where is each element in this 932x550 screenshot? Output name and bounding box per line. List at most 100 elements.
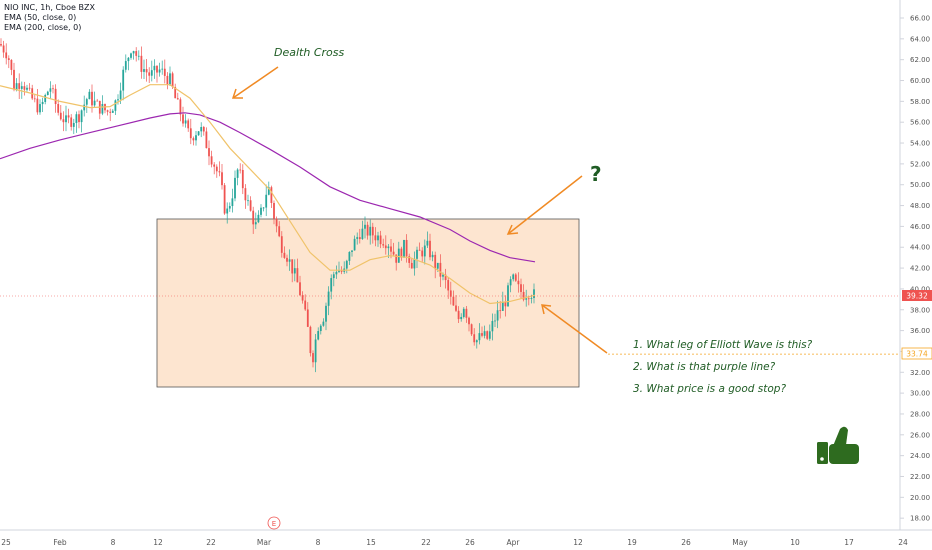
candle xyxy=(104,103,106,114)
y-tick-label: 56.00 xyxy=(910,119,930,127)
candle xyxy=(13,62,15,92)
candle xyxy=(163,59,166,84)
candle xyxy=(59,105,62,121)
candle xyxy=(249,196,252,212)
level-label: 33.74 xyxy=(906,350,928,359)
current-price-tag xyxy=(902,290,932,301)
candle xyxy=(85,97,88,113)
candle xyxy=(306,302,309,328)
death-cross-note: Dealth Cross xyxy=(274,46,344,59)
candle xyxy=(280,231,283,258)
candle xyxy=(416,246,418,269)
y-tick-label: 38.00 xyxy=(910,306,930,314)
candle xyxy=(140,46,143,79)
candle xyxy=(114,99,117,116)
candle xyxy=(75,111,78,133)
candle xyxy=(319,324,322,335)
candle xyxy=(200,122,203,138)
candle xyxy=(361,220,364,240)
candle xyxy=(397,241,400,263)
candle xyxy=(150,60,153,82)
candle xyxy=(473,328,476,346)
x-tick-label: 26 xyxy=(465,538,475,547)
candle xyxy=(455,295,457,312)
y-tick-label: 24.00 xyxy=(910,452,930,460)
candle xyxy=(26,84,28,92)
price-axis[interactable]: 66.00 64.00 62.00 60.00 58.00 56.00 54.00 52.00… xyxy=(900,15,930,523)
consolidation-range-box xyxy=(156,218,580,388)
candle xyxy=(23,81,26,96)
thumbs-up-icon xyxy=(817,426,859,464)
candle xyxy=(358,228,361,244)
candle xyxy=(67,108,70,124)
x-tick-label: 12 xyxy=(153,538,163,547)
candle xyxy=(148,67,151,84)
candle xyxy=(254,212,257,230)
candle xyxy=(135,47,138,62)
candle xyxy=(228,202,231,212)
candle xyxy=(174,83,177,99)
candle xyxy=(332,271,335,287)
candle xyxy=(338,261,340,274)
ema200-legend: EMA (200, close, 0) xyxy=(4,23,82,32)
candle xyxy=(288,249,291,271)
candle xyxy=(509,276,512,293)
x-tick-label: 8 xyxy=(111,538,116,547)
candle xyxy=(223,182,226,215)
candle xyxy=(179,97,182,122)
candle xyxy=(265,184,268,217)
y-tick-label: 58.00 xyxy=(910,98,930,106)
candle xyxy=(452,290,455,306)
purple-line-arrow xyxy=(506,175,583,235)
candle xyxy=(145,58,148,82)
candle xyxy=(501,291,504,311)
candle xyxy=(5,43,8,65)
time-axis[interactable]: 25 Feb 8 12 22 Mar 8 15 22 26 Apr 12 19 26 May 10 17 24 xyxy=(1,538,908,547)
x-tick-label: Mar xyxy=(257,538,272,547)
candle xyxy=(481,326,483,338)
candle xyxy=(192,136,195,146)
candle xyxy=(377,231,379,247)
candle xyxy=(234,170,236,202)
candle xyxy=(486,330,489,341)
x-tick-label: 15 xyxy=(366,538,376,547)
candle xyxy=(403,239,405,258)
y-tick-label: 30.00 xyxy=(910,390,930,398)
candle xyxy=(335,265,338,279)
candle xyxy=(72,118,75,135)
candle xyxy=(293,259,296,282)
candle xyxy=(408,253,411,268)
earnings-event-marker[interactable]: E xyxy=(267,516,281,530)
x-tick-label: Feb xyxy=(53,538,67,547)
candle xyxy=(88,89,91,100)
candle xyxy=(98,100,101,120)
candle xyxy=(275,216,278,233)
y-tick-label: 36.00 xyxy=(910,327,930,335)
candle xyxy=(483,325,486,339)
candle xyxy=(187,118,190,132)
candle xyxy=(496,300,499,329)
candle xyxy=(7,55,10,69)
candle xyxy=(322,318,325,327)
candle xyxy=(33,94,36,103)
candle xyxy=(431,251,434,262)
candle xyxy=(525,289,528,307)
candle xyxy=(390,238,392,259)
candle xyxy=(309,325,312,357)
candle xyxy=(252,206,255,234)
candle xyxy=(475,339,478,349)
candle xyxy=(374,227,377,247)
candle xyxy=(109,108,112,122)
candle xyxy=(423,239,426,265)
candle xyxy=(400,246,403,261)
candle xyxy=(184,114,187,128)
candle xyxy=(364,216,366,239)
candle xyxy=(384,235,387,255)
candle xyxy=(161,60,164,75)
y-tick-label: 28.00 xyxy=(910,410,930,418)
candle xyxy=(273,200,275,225)
candle xyxy=(153,59,156,79)
candle xyxy=(247,194,249,206)
candle xyxy=(28,83,31,91)
